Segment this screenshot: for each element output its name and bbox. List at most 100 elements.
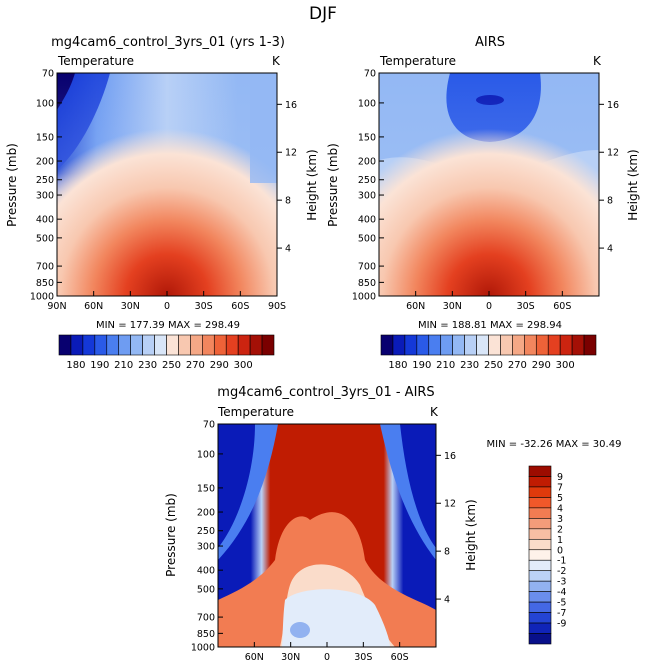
colorbar-label: -5 <box>557 598 566 609</box>
y-tick-label: 300 <box>197 542 215 553</box>
colorbar-swatch <box>528 528 552 540</box>
colorbar-swatch <box>500 334 513 356</box>
colorbar-swatch <box>416 334 430 356</box>
colorbar-swatch <box>261 334 275 356</box>
variable-label: Temperature <box>217 405 294 419</box>
y-tick-label: 250 <box>36 175 54 186</box>
colorbar-label: 190 <box>90 360 109 371</box>
variable-label: Temperature <box>379 54 456 68</box>
stats: MIN = 177.39 MAX = 298.49 <box>96 320 240 331</box>
y-tick-label: 100 <box>36 98 54 109</box>
x-tick-label: 60S <box>391 652 409 663</box>
y-tick-label: 300 <box>36 191 54 202</box>
y-axis-label-right: Height (km) <box>305 149 319 220</box>
panel-title: AIRS <box>475 35 505 50</box>
y-tick-label: 400 <box>197 566 215 577</box>
colorbar-swatch <box>440 334 453 356</box>
colorbar-swatch <box>524 334 537 356</box>
y-tick-label: 250 <box>197 526 215 537</box>
colorbar-swatch <box>512 334 525 356</box>
panel-diff: mg4cam6_control_3yrs_01 - AIRS Temperatu… <box>164 385 621 663</box>
colorbar-label: 210 <box>436 360 455 371</box>
colorbar-label: 2 <box>557 524 563 535</box>
colorbar-label: 210 <box>114 360 133 371</box>
colorbar-swatch <box>428 334 442 356</box>
y-tick-label: 200 <box>358 157 376 168</box>
colorbar-swatch <box>528 601 552 613</box>
y-tick-label: 70 <box>364 69 376 80</box>
x-tick-label: 30N <box>121 301 140 312</box>
height-tick-label: 16 <box>607 100 619 111</box>
colorbar-label: 230 <box>138 360 157 371</box>
colorbar-swatch <box>528 559 552 572</box>
colorbar-label: 230 <box>460 360 479 371</box>
colorbar-label: -4 <box>557 587 566 598</box>
colorbar-swatch <box>178 334 191 356</box>
y-tick-label: 150 <box>197 483 215 494</box>
colorbar-label: 290 <box>532 360 551 371</box>
colorbar-label: 4 <box>557 503 563 514</box>
colorbar-swatch <box>559 334 573 356</box>
colorbar-label: 7 <box>557 482 563 493</box>
colorbar-swatch <box>202 334 215 356</box>
x-tick-label: 30S <box>517 301 535 312</box>
colorbar-swatch <box>488 334 501 356</box>
colorbar-label: 250 <box>162 360 181 371</box>
panel-airs: AIRS Temperature K Pressure (mb) Height … <box>326 35 640 331</box>
colorbar-swatch <box>106 334 120 356</box>
colorbar-swatch <box>571 334 585 356</box>
x-tick-label: 0 <box>486 301 492 312</box>
y-tick-label: 500 <box>36 233 54 244</box>
colorbar-swatch <box>528 591 552 603</box>
height-tick-label: 12 <box>607 148 619 159</box>
colorbar-swatch <box>452 334 465 356</box>
height-tick-label: 12 <box>444 499 456 510</box>
colorbar-swatch <box>528 538 552 551</box>
panel-title: mg4cam6_control_3yrs_01 (yrs 1-3) <box>51 35 285 50</box>
colorbar-label: 300 <box>556 360 575 371</box>
x-tick-label: 0 <box>324 652 330 663</box>
height-tick-label: 16 <box>285 100 297 111</box>
y-tick-label: 200 <box>197 508 215 519</box>
colorbar-swatch <box>237 334 251 356</box>
colorbar-swatch <box>58 334 72 356</box>
panel-title: mg4cam6_control_3yrs_01 - AIRS <box>217 385 434 400</box>
colorbar-swatch <box>380 334 394 356</box>
colorbar-swatch <box>535 334 549 356</box>
y-tick-label: 1000 <box>191 643 215 654</box>
colorbar-swatch <box>547 334 561 356</box>
y-tick-label: 150 <box>358 132 376 143</box>
colorbar-label: 270 <box>508 360 527 371</box>
y-tick-label: 400 <box>36 215 54 226</box>
colorbar-label: -7 <box>557 608 566 619</box>
x-tick-label: 60N <box>84 301 103 312</box>
y-tick-label: 700 <box>197 613 215 624</box>
height-tick-label: 8 <box>444 547 450 558</box>
colorbar-model: 180 190 210 230 250 270 290 300 <box>58 334 275 371</box>
y-tick-label: 700 <box>36 262 54 273</box>
colorbar-swatch <box>249 334 263 356</box>
x-tick-label: 30N <box>443 301 462 312</box>
stats: MIN = -32.26 MAX = 30.49 <box>487 439 622 450</box>
colorbar-swatch <box>528 633 552 645</box>
colorbar-label: -2 <box>557 566 566 577</box>
colorbar-label: -9 <box>557 619 566 630</box>
colorbar-swatch <box>404 334 418 356</box>
colorbar-label: 5 <box>557 493 563 504</box>
colorbar-swatch <box>528 465 552 477</box>
colorbar-label: 1 <box>557 535 563 546</box>
colorbar-swatch <box>213 334 227 356</box>
y-tick-label: 150 <box>36 132 54 143</box>
colorbar-swatch <box>130 334 143 356</box>
y-tick-label: 250 <box>358 175 376 186</box>
height-tick-label: 8 <box>285 196 291 207</box>
y-tick-label: 70 <box>42 69 54 80</box>
contour-field <box>218 424 436 647</box>
colorbar-swatch <box>528 507 552 519</box>
colorbar-swatch <box>82 334 96 356</box>
colorbar-swatch <box>528 622 552 634</box>
y-tick-label: 1000 <box>30 292 54 303</box>
main-title: DJF <box>309 4 337 24</box>
